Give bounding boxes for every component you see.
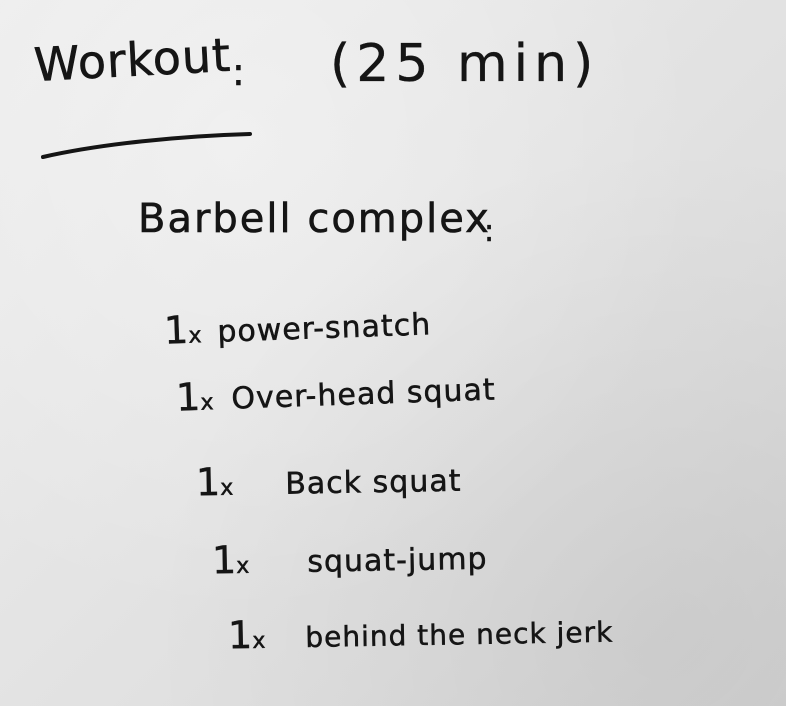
note-title: Workout: [32, 27, 233, 92]
item-multiplier: x: [220, 475, 234, 501]
title-underline: [41, 132, 252, 159]
item-multiplier: x: [188, 323, 202, 349]
section-heading-colon: :: [484, 214, 496, 250]
item-multiplier: x: [236, 553, 250, 580]
item-multiplier: x: [252, 628, 266, 654]
item-quantity: 1: [195, 459, 221, 505]
item-exercise: behind the neck jerk: [305, 615, 614, 655]
item-exercise: squat-jump: [306, 541, 488, 580]
item-quantity: 1: [211, 537, 237, 583]
item-exercise: Back squat: [284, 463, 462, 502]
note-title-colon: :: [232, 50, 246, 95]
list-item: 1 x squat-jump: [211, 534, 488, 583]
item-exercise: Over-head squat: [230, 372, 497, 417]
list-item: 1 x power-snatch: [163, 299, 433, 353]
item-quantity: 1: [175, 374, 202, 420]
item-multiplier: x: [200, 390, 214, 416]
section-heading: Barbell complex: [138, 196, 491, 243]
list-item: 1 x behind the neck jerk: [227, 607, 614, 658]
list-item: 1 x Over-head squat: [175, 364, 497, 420]
item-quantity: 1: [227, 612, 253, 658]
item-exercise: power-snatch: [216, 307, 433, 350]
item-quantity: 1: [163, 307, 190, 353]
note-duration: (25 min): [330, 34, 600, 94]
list-item: 1 x Back squat: [195, 456, 462, 505]
